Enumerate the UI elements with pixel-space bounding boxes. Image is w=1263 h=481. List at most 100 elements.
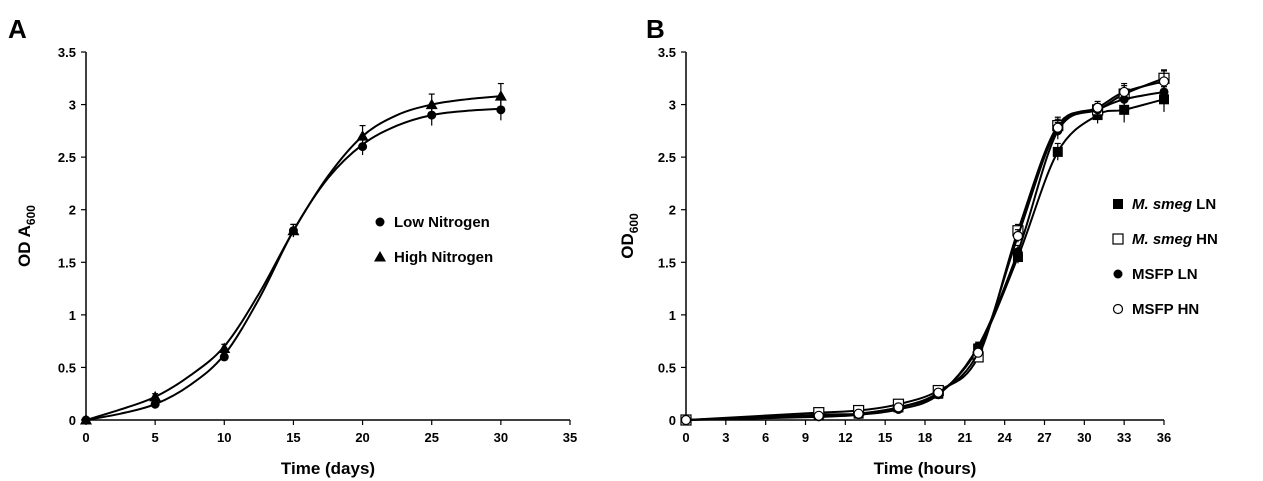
x-tick-label: 25 <box>424 430 438 445</box>
x-tick-label: 12 <box>838 430 852 445</box>
y-axis-title: OD600 <box>618 213 641 259</box>
data-point <box>80 414 92 425</box>
legend-label-rest: MSFP HN <box>1132 301 1199 318</box>
y-tick-label: 2 <box>69 203 76 218</box>
x-tick-label: 10 <box>217 430 231 445</box>
y-tick-label: 2.5 <box>658 150 676 165</box>
x-tick-label: 15 <box>878 430 892 445</box>
x-tick-label: 24 <box>997 430 1012 445</box>
x-tick-label: 0 <box>682 430 689 445</box>
x-tick-label: 30 <box>494 430 508 445</box>
y-tick-label: 3 <box>69 98 76 113</box>
x-axis-title: Time (days) <box>281 459 375 478</box>
data-point <box>680 414 692 426</box>
legend-label-rest: LN <box>1192 196 1216 213</box>
y-tick-label: 2 <box>669 203 676 218</box>
x-tick-label: 30 <box>1077 430 1091 445</box>
x-tick-label: 3 <box>722 430 729 445</box>
data-point <box>813 410 824 421</box>
data-point <box>287 224 300 236</box>
x-tick-label: 27 <box>1037 430 1051 445</box>
data-point <box>1013 247 1023 257</box>
data-point <box>1052 122 1063 133</box>
legend-marker <box>1113 269 1123 279</box>
y-tick-label: 3.5 <box>658 45 676 60</box>
data-point <box>1052 146 1063 157</box>
y-tick-label: 0.5 <box>658 360 676 375</box>
x-tick-label: 33 <box>1117 430 1131 445</box>
chart-panel-b: B0 3 6 9 12 15 18 21 24 27 30 33 3600.511.522.533.5T… <box>618 14 1218 478</box>
legend-label: MSFP HN <box>1132 301 1199 318</box>
data-point <box>496 105 506 115</box>
y-tick-label: 0 <box>69 413 76 428</box>
series-0 <box>681 86 1169 425</box>
legend-label-rest: MSFP LN <box>1132 266 1198 283</box>
x-tick-label: 6 <box>762 430 769 445</box>
data-point <box>1092 102 1103 113</box>
series-line <box>685 98 1165 421</box>
data-point <box>356 130 369 141</box>
legend-label: MSFP LN <box>1132 266 1198 283</box>
y-axis-title-main: OD A <box>15 225 34 267</box>
x-tick-label: 20 <box>355 430 369 445</box>
y-axis-title-subscript: 600 <box>24 205 38 225</box>
x-tick-label: 9 <box>802 430 809 445</box>
data-point <box>150 399 160 409</box>
legend-label-italic: M. smeg <box>1132 196 1192 213</box>
series-line <box>685 77 1165 421</box>
y-axis-title-main: OD <box>618 233 637 259</box>
y-tick-label: 1.5 <box>58 255 76 270</box>
legend-label: M. smeg LN <box>1132 196 1216 213</box>
data-point <box>933 387 944 398</box>
data-point <box>1012 230 1024 242</box>
y-tick-label: 3 <box>669 98 676 113</box>
series-line <box>685 90 1165 421</box>
x-axis-title: Time (hours) <box>874 459 977 478</box>
series-3 <box>680 70 1170 426</box>
data-point <box>494 90 507 101</box>
y-axis-title: OD A600 <box>15 205 38 267</box>
panel-letter: A <box>8 14 27 44</box>
data-point <box>1119 86 1130 98</box>
legend-marker <box>1112 233 1124 245</box>
series-1 <box>680 69 1170 426</box>
legend-marker <box>1112 303 1124 315</box>
x-tick-label: 18 <box>918 430 932 445</box>
data-point <box>425 98 438 110</box>
data-point <box>149 390 162 402</box>
chart-panel-a: A 0 5 10 15 20 25 30 35 0 0.5 1 1.5 2 2.5 3 3.5 Time (day… <box>8 14 577 478</box>
y-tick-label: 0 <box>669 413 676 428</box>
data-point <box>853 408 864 419</box>
y-tick-label: 1.5 <box>658 255 676 270</box>
x-tick-label: 35 <box>563 430 577 445</box>
legend-label: M. smeg HN <box>1132 231 1218 248</box>
data-point <box>1119 104 1130 115</box>
y-axis-title-subscript: 600 <box>627 213 641 233</box>
x-tick-label: 15 <box>286 430 300 445</box>
legend-label-italic: M. smeg <box>1132 231 1192 248</box>
legend-label: Low Nitrogen <box>394 214 490 231</box>
legend-marker <box>374 251 386 262</box>
series-2 <box>681 82 1169 425</box>
y-tick-label: 0.5 <box>58 360 76 375</box>
data-point <box>219 352 229 362</box>
data-point <box>1158 76 1170 87</box>
y-tick-label: 2.5 <box>58 150 76 165</box>
panel-letter: B <box>646 14 665 44</box>
legend-label-rest: HN <box>1192 231 1218 248</box>
x-tick-label: 36 <box>1157 430 1171 445</box>
y-tick-label: 3.5 <box>58 45 76 60</box>
data-point <box>973 347 984 358</box>
x-tick-label: 0 <box>82 430 89 445</box>
x-tick-label: 5 <box>152 430 159 445</box>
data-point <box>893 402 904 413</box>
y-tick-label: 1 <box>669 308 676 323</box>
y-tick-label: 1 <box>69 308 76 323</box>
series-1 <box>80 82 507 425</box>
legend-marker <box>375 217 385 227</box>
x-tick-label: 21 <box>958 430 972 445</box>
legend-label: High Nitrogen <box>394 249 493 266</box>
data-point <box>218 342 231 354</box>
legend-marker <box>1113 199 1123 209</box>
